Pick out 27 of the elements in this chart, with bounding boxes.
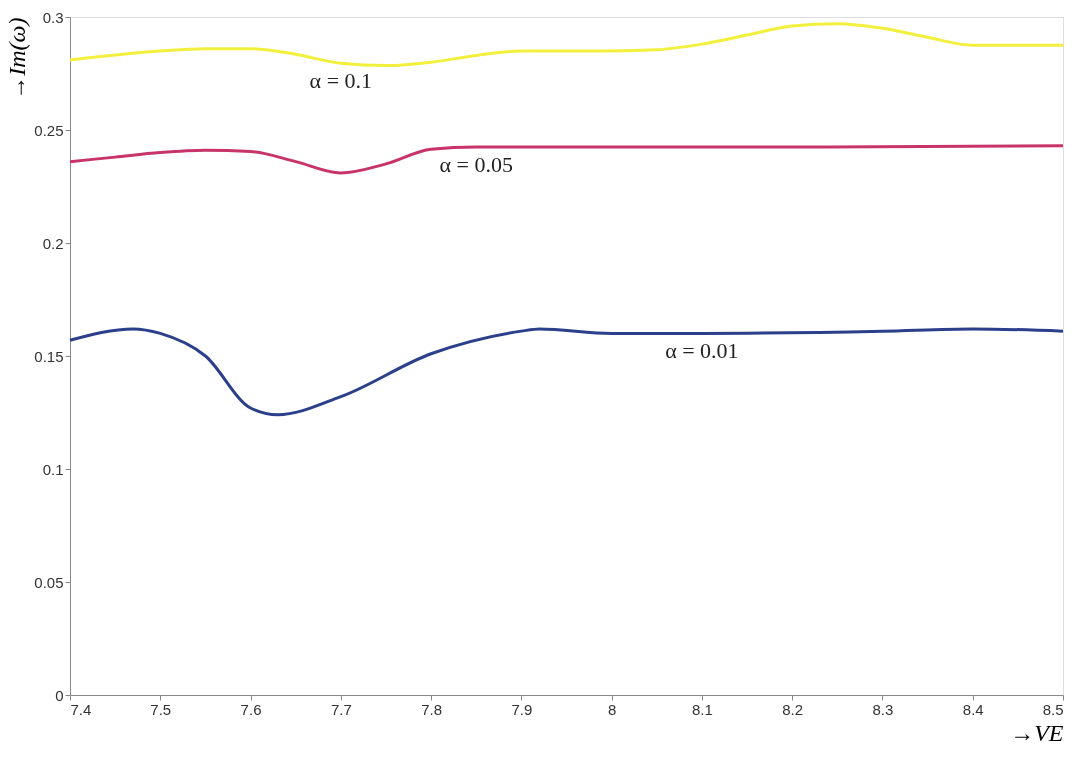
y-tick-label: 0: [55, 686, 64, 704]
x-tick-label: 8.1: [691, 700, 713, 718]
y-tick-label: 0.3: [42, 8, 64, 26]
x-tick-label: 8.2: [782, 700, 804, 718]
series-label: α = 0.01: [665, 338, 739, 364]
y-tick-label: 0.2: [42, 234, 64, 252]
y-tick-label: 0.15: [34, 347, 64, 365]
y-tick-label: 0.1: [42, 460, 64, 478]
line-series: [68, 22, 1065, 68]
x-tick-label: 7.5: [150, 700, 172, 718]
x-tick-label: 8.5: [1042, 700, 1064, 718]
series-label: α = 0.05: [439, 151, 513, 177]
x-tick-label: 7.8: [421, 700, 443, 718]
x-tick-label: 8: [607, 700, 617, 718]
y-tick-label: 0.25: [34, 121, 64, 139]
x-axis-title: →VE: [1010, 719, 1064, 746]
y-tick-label: 0.05: [34, 573, 64, 591]
x-tick-label: 7.6: [240, 700, 262, 718]
line-series: [68, 327, 1065, 417]
y-axis-title: →Im(ω): [4, 17, 31, 100]
x-tick-label: 7.4: [70, 700, 92, 718]
x-tick-label: 7.7: [330, 700, 352, 718]
x-tick-label: 8.3: [872, 700, 894, 718]
x-tick-label: 7.9: [511, 700, 533, 718]
line-series: [68, 144, 1065, 175]
x-tick-label: 8.4: [962, 700, 984, 718]
series-label: α = 0.1: [309, 68, 373, 94]
